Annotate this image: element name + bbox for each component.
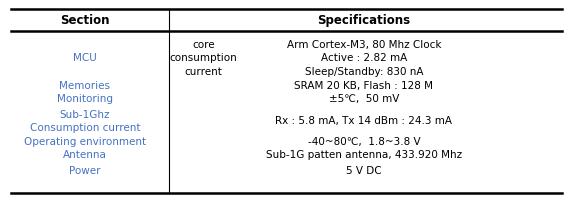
- Text: Specifications: Specifications: [317, 14, 410, 27]
- Text: current: current: [185, 67, 222, 77]
- Text: Rx : 5.8 mA, Tx 14 dBm : 24.3 mA: Rx : 5.8 mA, Tx 14 dBm : 24.3 mA: [276, 116, 452, 126]
- Text: Sub-1G patten antenna, 433.920 Mhz: Sub-1G patten antenna, 433.920 Mhz: [266, 150, 462, 160]
- Text: Monitoring: Monitoring: [57, 94, 113, 104]
- Text: core: core: [192, 40, 215, 50]
- Text: consumption: consumption: [170, 53, 237, 63]
- Text: Consumption current: Consumption current: [30, 123, 140, 133]
- Text: Sleep/Standby: 830 nA: Sleep/Standby: 830 nA: [305, 67, 423, 77]
- Text: -40~80℃,  1.8~3.8 V: -40~80℃, 1.8~3.8 V: [308, 137, 420, 147]
- Text: MCU: MCU: [73, 53, 97, 63]
- Text: Section: Section: [60, 14, 109, 27]
- Text: Antenna: Antenna: [63, 150, 107, 160]
- Text: Active : 2.82 mA: Active : 2.82 mA: [321, 53, 407, 63]
- Text: Arm Cortex-M3, 80 Mhz Clock: Arm Cortex-M3, 80 Mhz Clock: [286, 40, 441, 50]
- Text: ±5℃,  50 mV: ±5℃, 50 mV: [329, 94, 399, 104]
- Text: Sub-1Ghz: Sub-1Ghz: [60, 110, 110, 120]
- Text: Memories: Memories: [59, 81, 111, 91]
- Text: SRAM 20 KB, Flash : 128 M: SRAM 20 KB, Flash : 128 M: [295, 81, 433, 91]
- Text: Power: Power: [69, 166, 100, 176]
- Text: 5 V DC: 5 V DC: [346, 166, 382, 176]
- Text: Operating environment: Operating environment: [23, 137, 146, 147]
